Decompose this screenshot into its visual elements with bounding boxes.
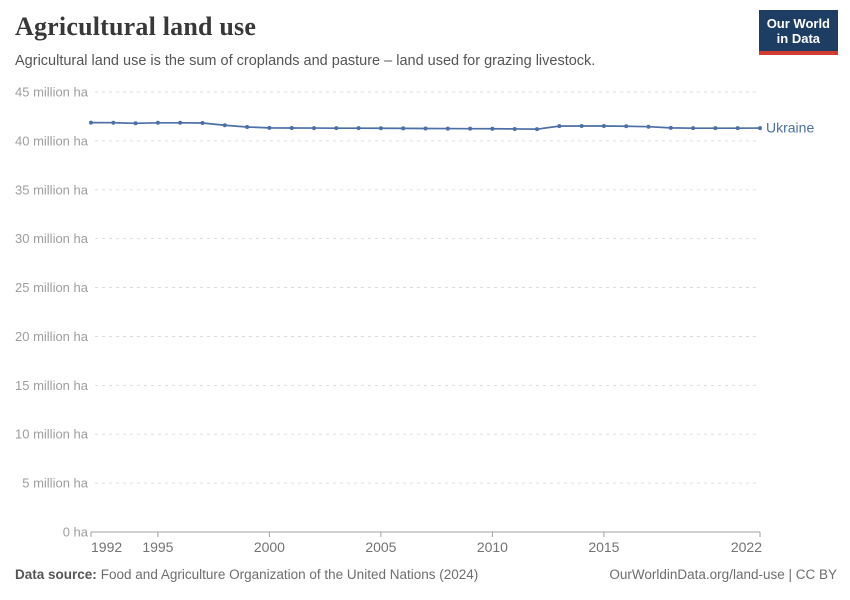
- data-point[interactable]: [89, 120, 93, 125]
- x-axis-tick-label: 1992: [91, 539, 122, 555]
- data-point[interactable]: [557, 124, 562, 129]
- page-title: Agricultural land use: [15, 12, 257, 41]
- data-point[interactable]: [200, 120, 205, 125]
- data-point[interactable]: [312, 126, 316, 131]
- y-axis-tick-label: 10 million ha: [15, 427, 89, 442]
- y-axis-tick-label: 40 million ha: [15, 133, 89, 148]
- y-axis-tick-label: 30 million ha: [15, 231, 89, 246]
- footer-link[interactable]: OurWorldinData.org/land-use | CC BY: [609, 567, 837, 582]
- y-axis-tick-label: 20 million ha: [15, 329, 89, 344]
- data-point[interactable]: [445, 126, 450, 131]
- data-point[interactable]: [512, 126, 517, 131]
- line-chart[interactable]: 45 million ha 40 million ha 35 million ha 3…: [0, 80, 850, 556]
- data-point[interactable]: [490, 126, 495, 131]
- data-point[interactable]: [222, 123, 227, 128]
- data-point[interactable]: [267, 125, 272, 130]
- data-point[interactable]: [468, 126, 473, 131]
- owid-logo-line1: Our World: [766, 16, 830, 31]
- data-source-label: Data source:: [15, 567, 97, 582]
- y-axis-tick-label: 5 million ha: [22, 476, 89, 491]
- data-point[interactable]: [378, 126, 383, 131]
- data-point[interactable]: [401, 126, 406, 131]
- series-entity-label[interactable]: Ukraine: [766, 120, 814, 136]
- chart-area[interactable]: 45 million ha 40 million ha 35 million ha 3…: [0, 80, 850, 556]
- x-axis-tick-label: 2015: [588, 539, 619, 555]
- data-source-text: Food and Agriculture Organization of the…: [100, 567, 479, 582]
- y-axis-tick-label: 35 million ha: [15, 182, 89, 197]
- x-axis-tick-label: 2005: [365, 539, 396, 555]
- y-axis-tick-label: 25 million ha: [15, 280, 89, 295]
- x-axis-tick-label: 1995: [142, 539, 173, 555]
- data-point[interactable]: [624, 124, 629, 129]
- data-point[interactable]: [133, 121, 138, 126]
- y-axis-tick-label: 45 million ha: [15, 85, 89, 100]
- x-axis-tick-label: 2000: [254, 539, 285, 555]
- data-point[interactable]: [334, 126, 339, 131]
- data-point[interactable]: [423, 126, 428, 131]
- data-point[interactable]: [579, 124, 584, 129]
- data-point[interactable]: [155, 120, 160, 125]
- owid-logo-line2: in Data: [776, 31, 821, 46]
- y-axis-tick-label: 0 ha: [63, 525, 89, 540]
- data-point[interactable]: [178, 120, 183, 125]
- data-point[interactable]: [111, 120, 116, 125]
- y-axis-tick-label: 15 million ha: [15, 378, 89, 393]
- data-point[interactable]: [601, 124, 606, 129]
- data-point[interactable]: [646, 124, 651, 129]
- data-point[interactable]: [356, 126, 361, 131]
- data-point[interactable]: [758, 126, 762, 131]
- data-point[interactable]: [245, 125, 250, 130]
- data-point[interactable]: [289, 125, 294, 130]
- x-axis-tick-label: 2022: [731, 539, 762, 555]
- owid-logo[interactable]: Our World in Data: [758, 10, 838, 55]
- data-point[interactable]: [668, 125, 673, 130]
- x-axis-tick-label: 2010: [477, 539, 508, 555]
- data-point[interactable]: [735, 126, 740, 131]
- data-point[interactable]: [713, 126, 718, 131]
- chart-footer: Data source: Food and Agriculture Organiz…: [15, 567, 837, 582]
- data-source: Data source: Food and Agriculture Organiz…: [15, 567, 478, 582]
- data-point[interactable]: [535, 127, 539, 132]
- data-point[interactable]: [691, 126, 696, 131]
- chart-subtitle: Agricultural land use is the sum of crop…: [15, 53, 596, 69]
